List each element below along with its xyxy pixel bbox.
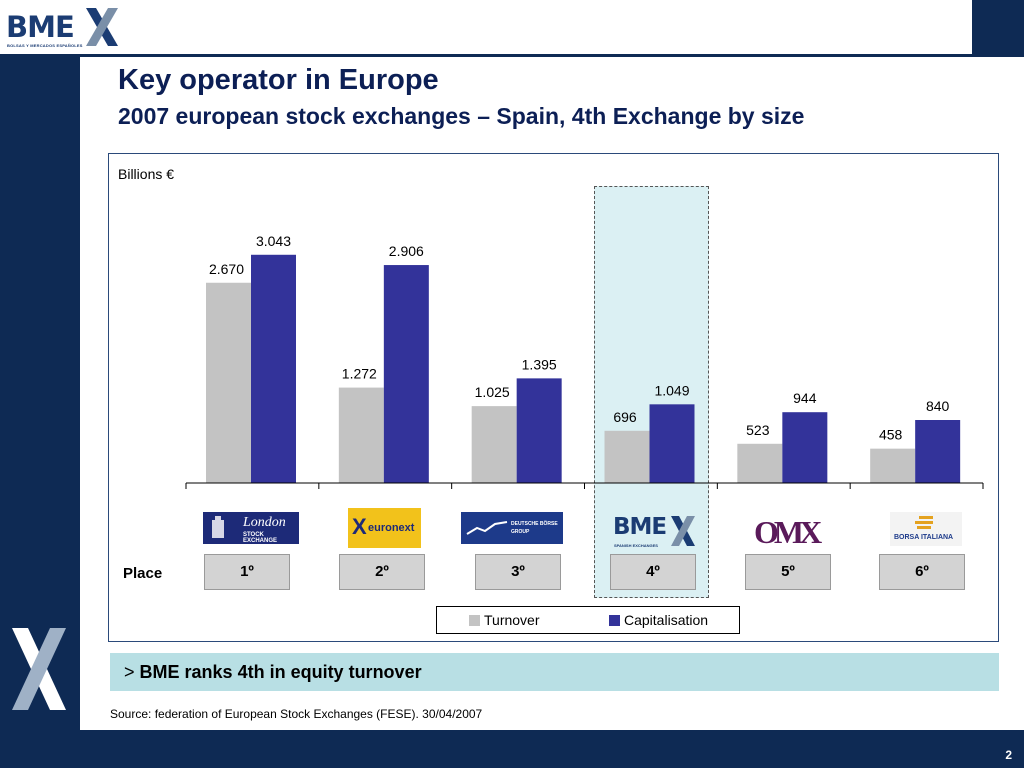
place-box: 4º: [610, 554, 696, 590]
left-band: [0, 56, 80, 768]
page-subtitle: 2007 european stock exchanges – Spain, 4…: [118, 103, 805, 129]
bme-small-x-icon: [671, 516, 695, 546]
legend-label-capitalisation: Capitalisation: [624, 612, 709, 628]
logo-deutsche-text: DEUTSCHE BÖRSE: [511, 521, 558, 527]
bar-turnover-bme: [604, 430, 650, 483]
data-label-capitalisation-london-stock-exchange: 3.043: [256, 233, 291, 249]
euronext-x-icon: X: [352, 514, 367, 539]
page-number: 2: [1005, 748, 1012, 762]
data-label-turnover-borsa-italiana: 458: [879, 427, 903, 443]
bar-turnover-london-stock-exchange: [206, 282, 251, 483]
logo-london-sub: STOCK EXCHANGE: [243, 532, 278, 544]
unit-label: Billions €: [118, 166, 175, 182]
place-label: Place: [123, 565, 163, 582]
bme-logo-subtext: BOLSAS Y MERCADOS ESPAÑOLES: [7, 43, 83, 48]
logo-euronext: X euronext: [348, 508, 421, 548]
page-title: Key operator in Europe: [118, 64, 439, 96]
data-label-capitalisation-deutsche-b-rse-group: 1.395: [522, 356, 557, 372]
logo-deutsche-boerse: DEUTSCHE BÖRSE GROUP: [461, 512, 563, 544]
bme-logo: BME BOLSAS Y MERCADOS ESPAÑOLES: [6, 6, 118, 50]
bar-turnover-omx: [737, 443, 783, 483]
bar-turnover-euronext: [338, 387, 384, 483]
place-box: 1º: [204, 554, 290, 590]
legend-item-turnover: Turnover: [469, 612, 540, 628]
header-band-right: [972, 0, 1024, 56]
data-label-capitalisation-omx: 944: [793, 390, 817, 406]
data-label-capitalisation-bme: 1.049: [654, 382, 689, 398]
data-label-turnover-euronext: 1.272: [342, 366, 377, 382]
bme-highlight-column: [594, 186, 709, 598]
data-label-capitalisation-euronext: 2.906: [389, 243, 424, 259]
legend-item-capitalisation: Capitalisation: [609, 612, 708, 628]
bar-turnover-deutsche-b-rse-group: [471, 406, 517, 483]
bar-capitalisation-london-stock-exchange: [251, 254, 296, 483]
logo-omx: OMX: [754, 510, 822, 552]
logo-bme-small-sub: SPANISH EXCHANGES: [614, 543, 658, 548]
place-box: 6º: [879, 554, 965, 590]
bar-capitalisation-borsa-italiana: [915, 420, 961, 483]
logo-london-text: London: [243, 515, 286, 530]
callout-prefix: >: [124, 662, 135, 682]
logo-deutsche-sub: GROUP: [511, 529, 530, 535]
bme-x-icon: [86, 8, 118, 46]
crest-icon: [212, 516, 224, 538]
chart-legend: Turnover Capitalisation: [436, 606, 740, 634]
source-note: Source: federation of European Stock Exc…: [110, 707, 483, 721]
data-label-turnover-omx: 523: [746, 422, 770, 438]
logo-london: London STOCK EXCHANGE: [203, 512, 299, 544]
logo-borsa-italiana: BORSA ITALIANA: [890, 512, 962, 546]
place-box: 5º: [745, 554, 831, 590]
logo-euronext-text: euronext: [368, 522, 415, 534]
place-box: 2º: [339, 554, 425, 590]
logo-bme-small: BME SPANISH EXCHANGES: [612, 513, 698, 549]
callout-box: > BME ranks 4th in equity turnover: [110, 653, 999, 691]
bar-turnover-borsa-italiana: [870, 448, 916, 483]
data-label-turnover-london-stock-exchange: 2.670: [209, 261, 244, 277]
bar-capitalisation-bme: [649, 404, 695, 483]
header-rule: [0, 54, 1024, 57]
footer-band: [0, 730, 1024, 768]
legend-swatch-capitalisation: [609, 614, 620, 626]
bar-capitalisation-omx: [782, 412, 828, 483]
logo-borsa-text: BORSA ITALIANA: [894, 534, 954, 541]
legend-label-turnover: Turnover: [484, 612, 540, 628]
bar-capitalisation-euronext: [383, 265, 429, 483]
data-label-turnover-bme: 696: [613, 409, 637, 425]
borsa-mark-icon: [915, 516, 933, 529]
bme-logo-text: BME: [6, 10, 75, 44]
callout-text: BME ranks 4th in equity turnover: [139, 662, 422, 682]
wave-icon: [466, 521, 508, 535]
decorative-x-icon: [12, 628, 66, 710]
legend-swatch-turnover: [469, 614, 480, 626]
logo-omx-text: OMX: [754, 514, 822, 550]
bar-capitalisation-deutsche-b-rse-group: [516, 378, 562, 483]
place-box: 3º: [475, 554, 561, 590]
data-label-turnover-deutsche-b-rse-group: 1.025: [475, 384, 510, 400]
logo-bme-small-text: BME: [613, 514, 667, 540]
data-label-capitalisation-borsa-italiana: 840: [926, 398, 950, 414]
